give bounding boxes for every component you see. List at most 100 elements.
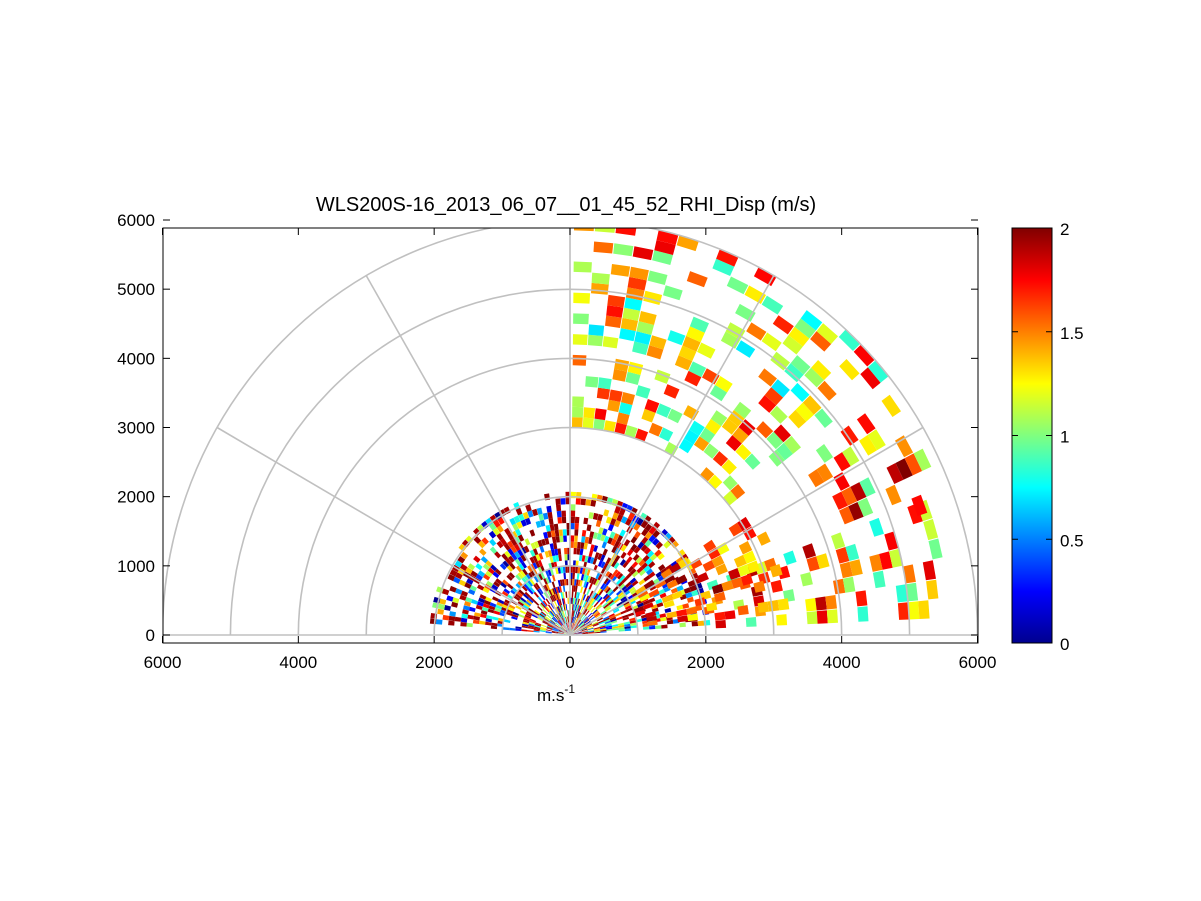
data-cell <box>572 417 583 428</box>
data-cell <box>637 602 644 608</box>
data-cell <box>648 561 656 569</box>
data-cell <box>632 570 639 578</box>
data-cell <box>611 624 619 627</box>
data-cell <box>625 572 632 580</box>
data-cell <box>541 601 547 607</box>
data-cell <box>460 590 468 597</box>
data-cell <box>508 555 515 563</box>
data-cell <box>727 410 745 427</box>
data-cell <box>565 623 569 630</box>
data-cell <box>608 599 614 606</box>
data-cell <box>644 531 653 540</box>
data-cell <box>591 272 610 285</box>
data-cell <box>520 519 527 527</box>
data-cell <box>508 604 516 610</box>
data-cell <box>518 614 525 618</box>
data-cell <box>454 560 463 568</box>
data-cell <box>594 630 601 633</box>
data-cell <box>573 585 576 592</box>
data-cell <box>550 530 556 538</box>
data-cell <box>558 630 565 634</box>
data-cell <box>770 351 790 371</box>
data-cell <box>533 591 539 598</box>
data-cell <box>452 597 460 604</box>
data-cell <box>570 566 573 573</box>
data-cell <box>580 542 585 549</box>
data-cell <box>473 527 481 536</box>
data-cell <box>599 625 606 629</box>
data-cell <box>603 420 616 433</box>
data-cell <box>459 563 468 571</box>
data-cell <box>618 508 626 516</box>
data-cell <box>826 609 838 624</box>
data-cell <box>714 611 726 621</box>
data-cell <box>607 294 626 308</box>
data-cell <box>573 597 576 605</box>
data-cell <box>714 591 726 602</box>
data-cell <box>576 548 581 555</box>
data-cell <box>574 523 579 530</box>
x-tick-label: 4000 <box>279 653 317 672</box>
data-cell <box>576 611 580 618</box>
data-cell <box>669 562 682 574</box>
data-cell <box>897 602 910 620</box>
data-cell <box>572 616 575 623</box>
data-cell <box>666 619 674 625</box>
data-cell <box>480 556 488 564</box>
data-cell <box>596 533 602 541</box>
data-cell <box>571 623 575 630</box>
data-cell <box>555 614 560 621</box>
data-cell <box>595 572 601 580</box>
data-cell <box>575 566 578 574</box>
data-cell <box>480 610 488 615</box>
data-cell <box>841 486 858 506</box>
data-cell <box>482 603 490 609</box>
data-cell <box>498 509 507 517</box>
data-cell <box>842 576 856 593</box>
data-cell <box>458 579 466 587</box>
data-cell <box>555 593 560 600</box>
data-cell <box>614 506 621 514</box>
data-cell <box>588 630 595 633</box>
data-cell <box>633 605 644 613</box>
data-cell <box>493 581 501 588</box>
data-cell <box>526 611 533 616</box>
data-cell <box>533 611 540 616</box>
data-cell <box>557 592 561 600</box>
data-cell <box>913 448 932 471</box>
data-cell <box>573 604 576 611</box>
data-cell <box>674 355 693 371</box>
data-cell <box>667 330 686 346</box>
data-cell <box>656 403 672 418</box>
data-cell <box>676 585 684 592</box>
data-cell <box>539 545 545 553</box>
data-cell <box>581 593 585 600</box>
data-cell <box>619 529 626 537</box>
data-cell <box>586 569 591 576</box>
data-cell <box>489 546 497 554</box>
data-cell <box>545 577 550 584</box>
data-cell <box>552 617 558 622</box>
data-cell <box>540 602 546 608</box>
data-cell <box>545 570 550 578</box>
data-cell <box>575 618 579 624</box>
data-cell <box>689 420 705 436</box>
data-cell <box>602 528 608 536</box>
data-cell <box>459 594 467 601</box>
data-cell <box>552 629 559 632</box>
data-cell <box>612 626 619 629</box>
data-cell <box>527 510 534 518</box>
data-cell <box>524 538 531 546</box>
x-tick-label: 0 <box>565 653 574 672</box>
data-cell <box>555 536 560 543</box>
data-cell <box>575 631 582 634</box>
data-cell <box>485 517 493 526</box>
data-cell <box>536 507 543 515</box>
data-cell <box>563 604 566 611</box>
data-cell <box>630 536 638 544</box>
data-cell <box>521 629 528 632</box>
data-cell <box>555 555 560 562</box>
data-cell <box>538 614 545 619</box>
data-cell <box>553 600 558 607</box>
